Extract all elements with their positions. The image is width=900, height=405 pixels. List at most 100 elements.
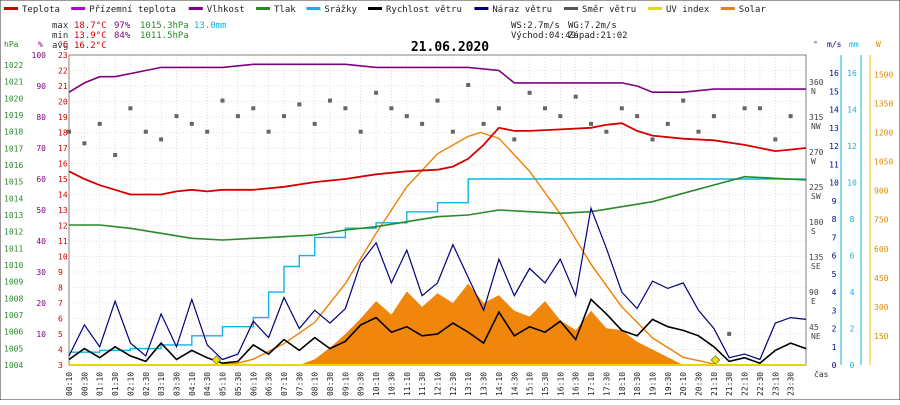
wind-direction-point	[788, 114, 793, 119]
time-tick-label: 00:30	[80, 372, 89, 396]
c-tick-label: 5	[58, 330, 63, 339]
pressure-line	[69, 175, 807, 241]
time-tick-label: 10:10	[372, 372, 381, 396]
pct-tick-label: 20	[36, 299, 46, 308]
pct-tick-label: 60	[36, 175, 46, 184]
wind-direction-point	[328, 98, 332, 103]
wind-direction-point	[589, 121, 593, 126]
direction-tick-degrees: 180	[809, 218, 824, 227]
hpa-tick-label: 1015	[4, 178, 23, 187]
direction-tick-compass: SW	[811, 192, 821, 201]
hpa-tick-label: 1004	[4, 361, 23, 370]
time-tick-label: 00:10	[65, 372, 74, 396]
time-tick-label: 01:30	[111, 372, 120, 396]
legend-swatch	[4, 7, 18, 10]
ms-tick-label: 4	[832, 288, 837, 297]
wind-direction-point	[757, 106, 762, 111]
legend-swatch	[71, 7, 86, 10]
ms-tick-label: 8	[832, 215, 837, 224]
c-tick-label: 19	[58, 113, 68, 122]
pct-tick-label: 70	[36, 144, 46, 153]
wind-direction-point	[681, 98, 686, 103]
ms-tick-label: 13	[829, 124, 839, 133]
direction-tick-degrees: 90	[809, 288, 819, 297]
ms-tick-label: 5	[832, 270, 837, 279]
mm-tick-label: 6	[850, 252, 855, 261]
time-tick-label: 07:10	[280, 372, 289, 396]
c-tick-label: 20	[58, 98, 68, 107]
direction-tick-degrees: 270	[809, 148, 824, 157]
wind-direction-point	[773, 137, 778, 142]
c-tick-label: 9	[58, 268, 63, 277]
pct-tick-label: 40	[36, 237, 46, 246]
direction-tick-compass: W	[811, 157, 816, 166]
wind-direction-point	[143, 129, 148, 134]
time-tick-label: 09:30	[357, 372, 366, 396]
wind-direction-point	[604, 129, 609, 134]
wind-direction-point	[374, 90, 379, 95]
c-tick-label: 3	[58, 361, 63, 370]
stats-min-pressure: 1011.5hPa	[140, 31, 189, 41]
legend-swatch	[720, 7, 735, 10]
c-tick-label: 18	[58, 129, 68, 138]
solar-curve-line	[216, 131, 716, 366]
mm-axis-unit: mm	[849, 40, 859, 49]
c-tick-label: 8	[58, 284, 63, 293]
w-tick-label: 600	[874, 245, 889, 254]
wind-direction-point	[558, 114, 563, 119]
ms-tick-label: 16	[829, 69, 839, 78]
time-axis-label: čas	[814, 369, 829, 379]
time-tick-label: 21:10	[710, 372, 719, 396]
mm-tick-label: 12	[847, 142, 857, 151]
pct-tick-label: 10	[36, 330, 46, 339]
stats-avg-label: avg	[52, 41, 68, 51]
ms-tick-label: 3	[832, 306, 837, 315]
direction-tick-degrees: 45	[809, 323, 819, 332]
wind-direction-point	[496, 106, 501, 111]
time-tick-label: 21:30	[725, 372, 734, 396]
hpa-tick-label: 1012	[4, 228, 23, 237]
direction-tick-degrees: 360	[809, 78, 824, 87]
wind-direction-point	[312, 121, 317, 126]
ms-tick-label: 7	[832, 233, 837, 242]
sun-event-marker	[710, 355, 721, 365]
time-tick-label: 04:30	[203, 372, 212, 396]
wind-direction-point	[358, 129, 363, 134]
wind-direction-point	[128, 106, 133, 111]
rain-line	[69, 178, 806, 353]
hpa-axis-unit: hPa	[4, 40, 19, 49]
stats-max-label: max	[52, 21, 69, 31]
time-tick-label: 17:30	[602, 372, 611, 396]
pct-tick-label: 50	[36, 206, 46, 215]
time-tick-label: 16:10	[556, 372, 565, 396]
ms-tick-label: 9	[832, 197, 837, 206]
legend-swatch	[256, 7, 270, 10]
time-tick-label: 02:10	[126, 372, 135, 396]
hpa-tick-label: 1008	[4, 294, 23, 303]
wind-direction-point	[404, 114, 409, 119]
hpa-tick-label: 1009	[4, 278, 23, 287]
ms-tick-label: 15	[829, 87, 839, 96]
wind-direction-point	[97, 121, 102, 126]
stats-max-rain: 13.0mm	[194, 21, 227, 31]
c-tick-label: 22	[58, 67, 68, 76]
legend-label: Náraz větru	[492, 5, 552, 15]
direction-tick-degrees: 225	[809, 183, 824, 192]
wind-direction-point	[282, 114, 286, 119]
wind-direction-point	[711, 114, 716, 119]
time-tick-label: 17:10	[587, 372, 596, 396]
time-tick-label: 20:10	[679, 372, 688, 396]
c-axis-unit: °C	[58, 40, 68, 49]
wind-direction-point	[67, 129, 71, 134]
wind-direction-point	[742, 106, 747, 111]
wind-direction-point	[466, 83, 471, 87]
direction-tick-degrees: 315	[809, 113, 824, 122]
w-tick-label: 750	[874, 216, 889, 225]
c-tick-label: 13	[58, 206, 68, 215]
c-tick-label: 6	[58, 315, 63, 324]
time-tick-label: 11:10	[403, 372, 412, 396]
time-tick-label: 11:30	[418, 372, 427, 396]
wind-direction-point	[420, 121, 425, 126]
time-tick-label: 19:10	[648, 372, 657, 396]
legend-swatch	[648, 7, 662, 10]
